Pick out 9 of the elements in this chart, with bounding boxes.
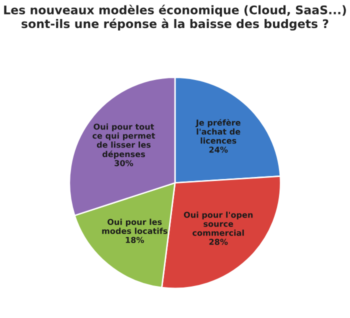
- slice-label: Oui pour tout ce qui permet de lisser les dépenses: [92, 123, 156, 159]
- slice-label: Je préfère l'achat de licences: [195, 119, 240, 144]
- data-label: 28%: [209, 238, 228, 245]
- slice-label: Oui pour les modes locatifs: [102, 218, 168, 234]
- data-label: 30%: [114, 160, 134, 166]
- data-label: 18%: [126, 236, 144, 244]
- chart-title: Les nouveaux modèles économique (Cloud, SaaS...) sont-ils une réponse à la baisse des budgets ?: [4, 4, 346, 31]
- data-label: 24%: [209, 146, 228, 153]
- slice-label: Oui pour l'open source commercial: [184, 212, 253, 236]
